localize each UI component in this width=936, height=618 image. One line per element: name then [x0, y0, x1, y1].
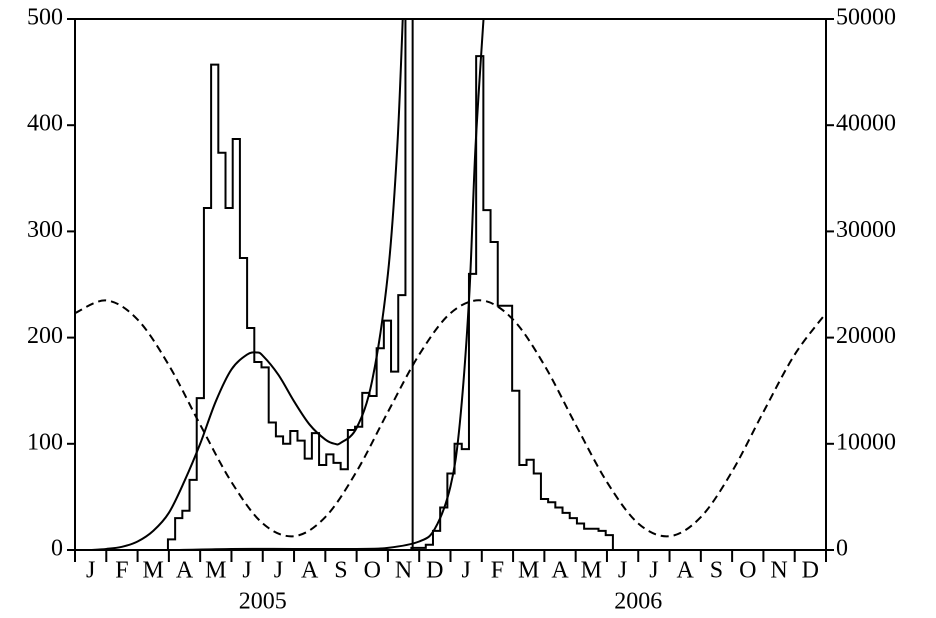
x-tick-label: A — [176, 558, 194, 584]
x-tick-label: O — [364, 558, 381, 584]
x-tick-label: J — [274, 558, 283, 584]
x-tick-label: O — [739, 558, 756, 584]
x-tick-label: M — [581, 558, 602, 584]
y-tick-label: 200 — [27, 323, 63, 349]
y-tick-label: 500 — [27, 5, 63, 31]
x-tick-label: D — [802, 558, 819, 584]
x-tick-label: D — [426, 558, 443, 584]
y2-tick-label: 30000 — [836, 217, 896, 243]
dashed-line — [75, 299, 826, 538]
x-tick-label: N — [395, 558, 412, 584]
y2-tick-label: 20000 — [836, 323, 896, 349]
fit-line — [90, 19, 404, 550]
frame — [74, 18, 827, 551]
fit-line — [90, 19, 485, 550]
step-line — [410, 55, 614, 550]
x-tick-label: F — [491, 558, 504, 584]
year-label: 2005 — [239, 589, 287, 615]
step-line — [166, 19, 414, 550]
x-tick-label: M — [518, 558, 539, 584]
y2-tick-label: 10000 — [836, 429, 896, 455]
x-tick-label: F — [115, 558, 128, 584]
y-tick-label: 100 — [27, 429, 63, 455]
x-tick-label: A — [551, 558, 569, 584]
x-tick-label: J — [649, 558, 658, 584]
x-tick-label: S — [710, 558, 723, 584]
y-tick-label: 400 — [27, 111, 63, 137]
y2-tick-label: 40000 — [836, 111, 896, 137]
y2-tick-label: 50000 — [836, 5, 896, 31]
year-label: 2006 — [614, 589, 662, 615]
y2-tick-label: 0 — [836, 536, 848, 562]
x-tick-label: N — [770, 558, 787, 584]
x-tick-label: M — [205, 558, 226, 584]
x-tick-label: M — [143, 558, 164, 584]
x-tick-label: J — [86, 558, 95, 584]
x-tick-label: A — [301, 558, 319, 584]
x-tick-label: A — [677, 558, 695, 584]
x-tick-label: J — [461, 558, 470, 584]
x-tick-label: J — [242, 558, 251, 584]
plot-area — [75, 19, 826, 550]
x-tick-label: S — [334, 558, 347, 584]
y-tick-label: 0 — [51, 536, 63, 562]
x-tick-label: J — [618, 558, 627, 584]
y-tick-label: 300 — [27, 217, 63, 243]
